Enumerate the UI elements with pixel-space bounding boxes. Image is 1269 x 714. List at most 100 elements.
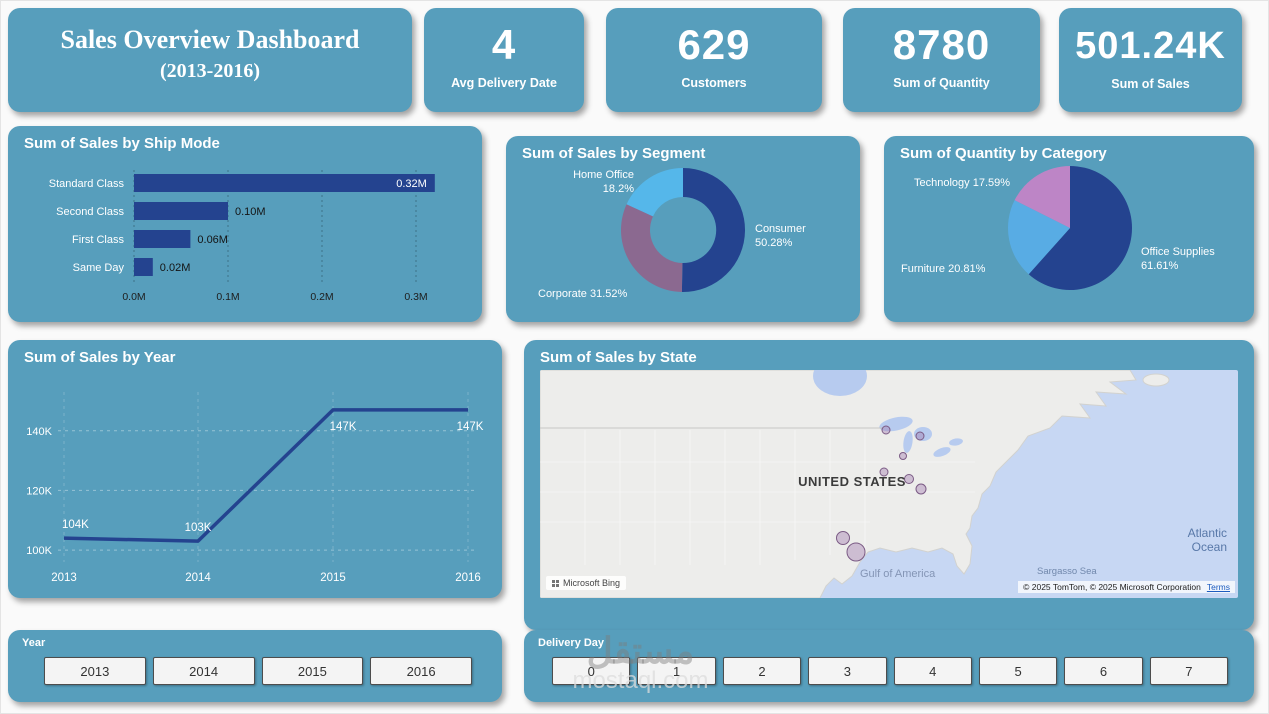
state-bubble-2[interactable] bbox=[899, 452, 907, 460]
sales-bubbles[interactable] bbox=[836, 425, 927, 562]
kpi-value: 629 bbox=[677, 21, 751, 68]
x-tick-label: 2013 bbox=[51, 572, 77, 584]
state-bubble-3[interactable] bbox=[879, 467, 889, 477]
slice-pct: 20.81% bbox=[948, 263, 986, 275]
slice-label: Home Office bbox=[573, 169, 634, 181]
state-bubble-6[interactable] bbox=[836, 531, 850, 545]
chart-title: Sum of Quantity by Category bbox=[900, 145, 1107, 162]
year-option-2015[interactable]: 2015 bbox=[261, 657, 364, 685]
hudson-bay bbox=[813, 370, 867, 396]
dashboard-title: Sales Overview Dashboard bbox=[60, 25, 360, 54]
segment-chart-card[interactable]: Sum of Sales by Segment Home Office 18.2… bbox=[506, 136, 860, 322]
year-option-2013[interactable]: 2013 bbox=[44, 657, 146, 685]
slice-home-office[interactable] bbox=[626, 168, 683, 217]
slice-pct: 61.61% bbox=[1141, 260, 1179, 273]
slicer-label: Year bbox=[22, 637, 46, 649]
delivery-day-option-5[interactable]: 5 bbox=[978, 657, 1058, 685]
map-attribution: © 2025 TomTom, © 2025 Microsoft Corporat… bbox=[1018, 581, 1235, 593]
state-bubble-4[interactable] bbox=[904, 474, 914, 484]
category-label: Same Day bbox=[73, 262, 125, 274]
y-tick-label: 140K bbox=[26, 426, 52, 438]
pie-label-office-supplies: Office Supplies 61.61% bbox=[1141, 245, 1215, 274]
ship-mode-bar-chart[interactable]: 0.0M 0.1M 0.2M 0.3M Standard Class 0.32M Secon… bbox=[24, 170, 470, 312]
year-option-2016[interactable]: 2016 bbox=[370, 657, 472, 685]
great-lakes bbox=[879, 416, 963, 457]
kpi-label: Customers bbox=[681, 76, 747, 90]
slice-office-supplies[interactable] bbox=[1028, 166, 1133, 290]
delivery-day-option-2[interactable]: 2 bbox=[722, 657, 802, 685]
bar-same-day[interactable] bbox=[134, 258, 153, 276]
slice-pct: 50.28% bbox=[755, 237, 793, 250]
slice-label: Furniture bbox=[901, 263, 946, 275]
category-pie-chart[interactable] bbox=[995, 153, 1145, 303]
kpi-card-sum-of-sales[interactable]: 501.24K Sum of Sales bbox=[1059, 8, 1242, 112]
slice-label: Consumer bbox=[755, 223, 806, 235]
ship-mode-chart-card[interactable]: Sum of Sales by Ship Mode 0.0M 0.1M 0.2M 0.… bbox=[8, 126, 482, 322]
category-chart-card[interactable]: Sum of Quantity by Category Technology 1… bbox=[884, 136, 1254, 322]
delivery-day-option-1[interactable]: 1 bbox=[637, 657, 716, 685]
point-label: 147K bbox=[330, 421, 357, 433]
bar-first-class[interactable] bbox=[134, 230, 191, 248]
bar-standard-class[interactable] bbox=[134, 174, 435, 192]
kpi-card-avg-delivery-date[interactable]: 4 Avg Delivery Date bbox=[424, 8, 584, 112]
category-label: First Class bbox=[72, 234, 124, 246]
x-tick-label: 2016 bbox=[455, 572, 481, 584]
delivery-day-option-6[interactable]: 6 bbox=[1064, 657, 1143, 685]
chart-title: Sum of Sales by Segment bbox=[522, 145, 706, 162]
year-line-chart-card[interactable]: Sum of Sales by Year 2013 2014 2015 2016 100… bbox=[8, 340, 502, 598]
slice-label: Corporate bbox=[538, 288, 587, 300]
copyright-text: © 2025 TomTom, © 2025 Microsoft Corporat… bbox=[1023, 582, 1201, 592]
slice-pct: 31.52% bbox=[589, 288, 628, 300]
year-option-2014[interactable]: 2014 bbox=[152, 657, 255, 685]
pie-label-technology: Technology 17.59% bbox=[914, 176, 1010, 190]
y-tick-label: 100K bbox=[26, 545, 52, 557]
kpi-card-sum-of-quantity[interactable]: 8780 Sum of Quantity bbox=[843, 8, 1040, 112]
y-tick-label: 120K bbox=[26, 485, 52, 497]
chart-title: Sum of Sales by Ship Mode bbox=[24, 135, 220, 152]
state-bubble-5[interactable] bbox=[915, 483, 927, 495]
kpi-card-customers[interactable]: 629 Customers bbox=[606, 8, 822, 112]
x-tick-label: 0.1M bbox=[216, 291, 239, 303]
point-label: 103K bbox=[185, 522, 212, 534]
bar-second-class[interactable] bbox=[134, 202, 228, 220]
terms-link[interactable]: Terms bbox=[1206, 582, 1230, 592]
delivery-day-option-0[interactable]: 0 bbox=[552, 657, 631, 685]
state-bubble-0[interactable] bbox=[881, 425, 891, 435]
slice-pct: 18.2% bbox=[602, 183, 634, 196]
slice-furniture[interactable] bbox=[1008, 200, 1070, 275]
map-canvas[interactable] bbox=[540, 370, 1238, 598]
state-bubble-7[interactable] bbox=[846, 542, 866, 562]
kpi-label: Avg Delivery Date bbox=[451, 76, 557, 90]
island bbox=[1142, 373, 1170, 387]
donut-label-consumer: Consumer 50.28% bbox=[755, 222, 806, 251]
year-line-chart[interactable]: 2013 2014 2015 2016 100K 120K 140K 104K 103K 147K… bbox=[16, 384, 494, 586]
title-card: Sales Overview Dashboard (2013-2016) bbox=[8, 8, 412, 112]
kpi-value: 4 bbox=[491, 21, 517, 68]
pie-label-furniture: Furniture 20.81% bbox=[901, 262, 985, 276]
value-label: 0.10M bbox=[235, 206, 266, 218]
sales-line[interactable] bbox=[63, 408, 468, 543]
state-map-card[interactable]: Sum of Sales by State bbox=[524, 340, 1254, 630]
slice-technology[interactable] bbox=[1014, 166, 1070, 228]
year-slicer-card[interactable]: Year 2013 2014 2015 2016 bbox=[8, 630, 502, 702]
x-tick-label: 0.0M bbox=[122, 291, 145, 303]
bing-map[interactable]: UNITED STATES Gulf of America Atlantic O… bbox=[540, 370, 1238, 598]
year-options-row: 2013 2014 2015 2016 bbox=[44, 657, 472, 685]
delivery-day-option-3[interactable]: 3 bbox=[808, 657, 887, 685]
slice-label: Office Supplies bbox=[1141, 246, 1215, 258]
state-borders bbox=[540, 430, 975, 565]
state-bubble-1[interactable] bbox=[915, 431, 925, 441]
slice-consumer[interactable] bbox=[681, 168, 746, 292]
delivery-day-option-4[interactable]: 4 bbox=[893, 657, 972, 685]
chart-title: Sum of Sales by State bbox=[540, 349, 697, 366]
kpi-value: 8780 bbox=[892, 21, 991, 68]
slice-label: Technology bbox=[914, 177, 970, 189]
segment-donut-chart[interactable] bbox=[593, 140, 773, 320]
kpi-label: Sum of Sales bbox=[1111, 77, 1190, 91]
point-label: 147K bbox=[457, 421, 484, 433]
kpi-label: Sum of Quantity bbox=[893, 76, 990, 90]
slice-corporate[interactable] bbox=[620, 204, 683, 292]
delivery-day-option-7[interactable]: 7 bbox=[1149, 657, 1228, 685]
